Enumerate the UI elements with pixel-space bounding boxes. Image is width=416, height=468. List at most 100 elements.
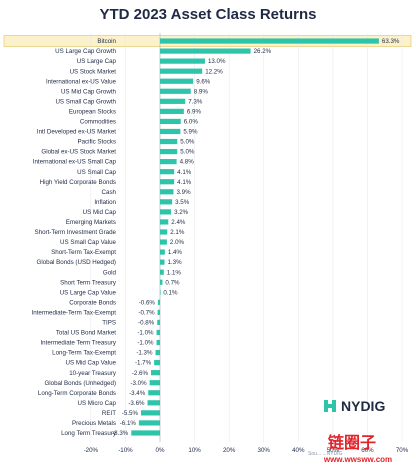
- category-label: Intl Developed ex-US Market: [37, 129, 116, 136]
- category-label: US Large Cap Value: [60, 289, 117, 296]
- value-label: 4.1%: [177, 169, 192, 176]
- value-label: 1.4%: [168, 249, 183, 256]
- bar: [160, 108, 184, 114]
- bar: [160, 98, 186, 104]
- value-label: 26.2%: [254, 48, 272, 55]
- bar: [155, 349, 160, 356]
- x-tick-label: -10%: [118, 447, 133, 454]
- value-label: 4.8%: [180, 159, 195, 166]
- category-label: Cash: [102, 189, 117, 196]
- x-tick-label: -20%: [84, 447, 99, 454]
- category-label: International ex-US Value: [46, 78, 117, 85]
- value-label: -5.5%: [122, 410, 139, 417]
- value-label: -1.7%: [135, 360, 152, 367]
- value-label: -8.3%: [112, 430, 129, 437]
- bar: [160, 279, 163, 285]
- category-label: US Stock Market: [70, 68, 117, 75]
- bar: [160, 169, 175, 175]
- logo-text: NYDIG: [341, 398, 385, 414]
- value-label: -3.6%: [128, 400, 145, 407]
- category-label: US Large Cap: [77, 58, 117, 65]
- value-label: 5.9%: [183, 129, 198, 136]
- bar: [160, 128, 181, 135]
- bar: [157, 319, 160, 326]
- value-label: -1.0%: [137, 340, 154, 347]
- category-label: Precious Metals: [72, 420, 116, 427]
- value-label: 1.3%: [167, 259, 182, 266]
- value-label: 12.2%: [205, 68, 223, 75]
- chart-title: YTD 2023 Asset Class Returns: [99, 6, 317, 23]
- bar: [160, 118, 181, 125]
- value-label: 1.1%: [167, 269, 182, 276]
- value-label: 0.7%: [165, 279, 180, 286]
- x-tick-label: 20%: [223, 447, 236, 454]
- value-label: 3.9%: [176, 189, 191, 196]
- bar: [156, 329, 160, 336]
- nydig-logo-icon: [324, 400, 336, 412]
- bar: [160, 88, 191, 94]
- source-note: Sou... ...NYDIG: [308, 451, 343, 457]
- category-label: Long-Term Corporate Bonds: [38, 390, 116, 397]
- category-label: US Mid Cap Value: [66, 360, 117, 367]
- bar: [160, 138, 178, 145]
- bar: [160, 229, 168, 235]
- bar: [154, 360, 160, 366]
- value-label: -0.7%: [138, 309, 155, 316]
- category-label: US Mid Cap Growth: [61, 88, 117, 95]
- category-label: Bitcoin: [97, 38, 116, 45]
- bar: [160, 78, 194, 84]
- bar: [160, 289, 161, 295]
- category-label: REIT: [102, 410, 116, 417]
- watermark-url: www.wwsww.com: [323, 455, 392, 464]
- category-label: US Large Cap Growth: [55, 48, 116, 55]
- value-label: 2.0%: [170, 239, 185, 246]
- bar: [160, 48, 251, 54]
- x-tick-label: 0%: [156, 447, 165, 454]
- category-label: Short-Term Tax-Exempt: [51, 249, 116, 256]
- bar: [160, 209, 172, 215]
- bar: [157, 309, 160, 315]
- value-label: -2.6%: [132, 370, 149, 377]
- value-label: 4.1%: [177, 179, 192, 186]
- watermark-text: 链圈子: [328, 433, 376, 452]
- category-label: Pacific Stocks: [77, 139, 116, 146]
- value-label: 0.1%: [163, 289, 178, 296]
- category-label: Inflation: [94, 199, 116, 206]
- category-label: Global Bonds (USD Hedged): [37, 259, 116, 266]
- category-label: Intermediate-Term Tax-Exempt: [32, 309, 117, 316]
- bar: [160, 269, 164, 275]
- category-label: Long Term Treasury: [61, 430, 117, 437]
- bar: [147, 400, 160, 406]
- category-label: Global Bonds (Unhedged): [44, 380, 116, 387]
- category-label: International ex-US Small Cap: [33, 159, 117, 166]
- bar: [160, 249, 165, 255]
- value-label: -3.4%: [129, 390, 146, 397]
- bar: [148, 390, 160, 396]
- bar: [149, 380, 160, 386]
- x-tick-label: 50%: [327, 447, 340, 454]
- value-label: 7.3%: [188, 98, 203, 105]
- category-label: US Micro Cap: [77, 400, 116, 407]
- bar: [160, 259, 165, 265]
- category-label: European Stocks: [69, 108, 116, 115]
- category-label: Short-Term Investment Grade: [35, 229, 117, 236]
- value-label: 9.6%: [196, 78, 211, 85]
- category-label: Global ex-US Stock Market: [41, 149, 116, 156]
- value-label: -1.3%: [136, 350, 153, 357]
- category-label: Gold: [103, 269, 117, 276]
- bar: [157, 299, 160, 305]
- value-label: 5.0%: [180, 139, 195, 146]
- category-label: High Yield Corporate Bonds: [40, 179, 116, 186]
- value-label: -6.1%: [120, 420, 137, 427]
- category-label: Intermediate Term Treasury: [40, 340, 116, 347]
- bar: [160, 199, 173, 205]
- value-label: 63.3%: [382, 38, 400, 45]
- x-tick-label: 10%: [188, 447, 201, 454]
- bar: [160, 68, 203, 74]
- value-label: 8.9%: [194, 88, 209, 95]
- value-label: 2.4%: [171, 219, 186, 226]
- category-label: US Small Cap Growth: [55, 98, 116, 105]
- bar: [160, 189, 174, 195]
